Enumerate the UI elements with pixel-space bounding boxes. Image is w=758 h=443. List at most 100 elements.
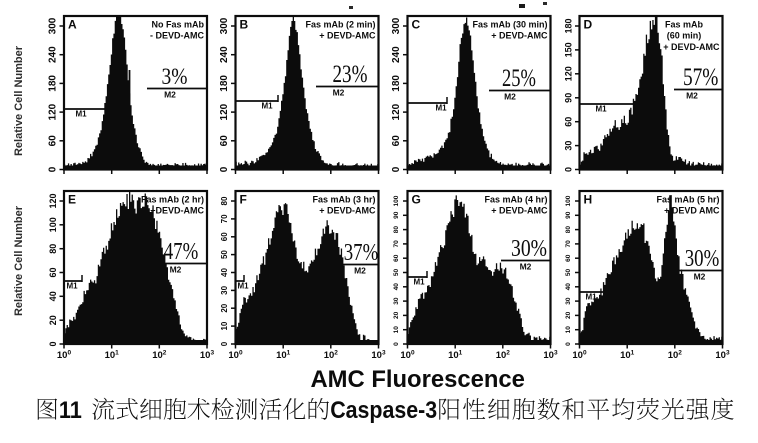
svg-text:M1: M1 — [75, 110, 87, 119]
svg-text:M1: M1 — [261, 102, 273, 111]
svg-text:Fas mAb (30 min): Fas mAb (30 min) — [472, 20, 547, 30]
svg-text:120: 120 — [48, 193, 58, 208]
svg-text:120: 120 — [391, 103, 402, 120]
svg-text:0: 0 — [219, 166, 230, 172]
svg-text:Fas mAb (2 hr): Fas mAb (2 hr) — [141, 195, 204, 205]
svg-text:+DEVD-AMC: +DEVD-AMC — [150, 206, 204, 216]
svg-text:100: 100 — [565, 195, 572, 206]
svg-text:11: 11 — [59, 397, 82, 424]
svg-text:70: 70 — [565, 240, 572, 248]
svg-text:70: 70 — [393, 240, 400, 248]
svg-text:20: 20 — [565, 311, 572, 319]
svg-text:50: 50 — [393, 269, 400, 277]
svg-text:H: H — [584, 193, 593, 207]
svg-text:+ DEVD-AMC: + DEVD-AMC — [491, 31, 548, 41]
svg-text:101: 101 — [620, 350, 635, 362]
svg-text:100: 100 — [572, 350, 587, 362]
svg-text:40: 40 — [48, 291, 58, 301]
svg-text:100: 100 — [393, 195, 400, 206]
svg-text:M2: M2 — [333, 88, 345, 98]
svg-text:60: 60 — [393, 254, 400, 262]
svg-text:240: 240 — [48, 46, 59, 63]
svg-text:180: 180 — [391, 75, 402, 92]
svg-text:(60 min): (60 min) — [667, 31, 702, 41]
svg-text:103: 103 — [715, 350, 730, 362]
svg-text:C: C — [412, 18, 421, 32]
svg-text:60: 60 — [48, 267, 58, 277]
svg-text:M1: M1 — [435, 104, 447, 113]
svg-text:Fas mAb (3 hr): Fas mAb (3 hr) — [312, 195, 375, 205]
svg-text:+ DEVD AMC: + DEVD AMC — [664, 206, 720, 216]
svg-text:102: 102 — [668, 350, 683, 362]
svg-text:60: 60 — [391, 135, 402, 147]
svg-text:80: 80 — [48, 244, 58, 254]
svg-text:60: 60 — [220, 232, 229, 241]
svg-text:0: 0 — [391, 166, 402, 172]
svg-text:M2: M2 — [170, 265, 182, 275]
svg-text:10: 10 — [220, 321, 229, 330]
svg-text:240: 240 — [391, 46, 402, 63]
svg-text:M1: M1 — [413, 278, 425, 287]
svg-text:180: 180 — [48, 75, 59, 92]
svg-text:F: F — [240, 193, 247, 207]
svg-text:30: 30 — [220, 285, 229, 294]
svg-text:101: 101 — [448, 350, 463, 362]
svg-text:40: 40 — [393, 283, 400, 291]
svg-text:Relative Cell Number: Relative Cell Number — [13, 205, 25, 316]
svg-text:+ DEVD-AMC: + DEVD-AMC — [319, 31, 376, 41]
svg-text:G: G — [412, 193, 421, 207]
svg-text:+ DEVD-AMC: + DEVD-AMC — [319, 206, 376, 216]
svg-text:50: 50 — [565, 269, 572, 277]
svg-text:M1: M1 — [595, 105, 607, 114]
svg-text:M1: M1 — [66, 282, 78, 291]
svg-text:37%: 37% — [344, 240, 379, 266]
svg-text:3%: 3% — [162, 64, 188, 89]
svg-text:M2: M2 — [520, 262, 532, 272]
svg-text:Fas mAb (2 min): Fas mAb (2 min) — [305, 20, 375, 30]
svg-text:0: 0 — [565, 342, 572, 346]
svg-text:Caspase-3: Caspase-3 — [330, 397, 437, 424]
svg-text:300: 300 — [391, 17, 402, 34]
svg-text:100: 100 — [400, 350, 415, 362]
svg-text:102: 102 — [496, 350, 511, 362]
svg-text:101: 101 — [105, 350, 120, 362]
svg-text:101: 101 — [276, 350, 291, 362]
svg-text:57%: 57% — [683, 64, 719, 91]
svg-text:0: 0 — [393, 342, 400, 346]
svg-text:20: 20 — [220, 303, 229, 312]
svg-text:120: 120 — [219, 103, 230, 120]
svg-text:103: 103 — [200, 350, 215, 362]
svg-text:120: 120 — [48, 103, 59, 120]
svg-text:120: 120 — [564, 66, 574, 81]
svg-text:Fas mAb (5 hr): Fas mAb (5 hr) — [656, 195, 719, 205]
svg-text:300: 300 — [219, 17, 230, 34]
svg-text:90: 90 — [564, 93, 574, 103]
svg-text:180: 180 — [219, 75, 230, 92]
svg-text:23%: 23% — [333, 61, 368, 88]
svg-text:Fas mAb (4 hr): Fas mAb (4 hr) — [484, 195, 547, 205]
svg-text:Fas mAb: Fas mAb — [665, 20, 704, 30]
svg-text:100: 100 — [48, 217, 58, 232]
svg-text:60: 60 — [219, 135, 230, 147]
svg-text:30: 30 — [564, 141, 574, 151]
svg-text:M2: M2 — [164, 90, 176, 100]
svg-text:80: 80 — [565, 226, 572, 234]
svg-text:M2: M2 — [694, 272, 706, 282]
svg-text:+ DEVD-AMC: + DEVD-AMC — [491, 206, 548, 216]
svg-text:B: B — [240, 18, 249, 32]
svg-text:20: 20 — [48, 315, 58, 325]
svg-text:- DEVD-AMC: - DEVD-AMC — [150, 31, 204, 41]
svg-text:M2: M2 — [354, 266, 366, 276]
svg-text:70: 70 — [220, 214, 229, 223]
svg-text:100: 100 — [228, 350, 243, 362]
svg-text:90: 90 — [393, 211, 400, 219]
svg-text:150: 150 — [564, 42, 574, 57]
svg-text:M1: M1 — [585, 293, 597, 302]
svg-text:10: 10 — [393, 326, 400, 334]
svg-text:E: E — [68, 193, 76, 207]
svg-text:40: 40 — [220, 268, 229, 277]
svg-text:47%: 47% — [164, 239, 199, 265]
svg-text:300: 300 — [48, 17, 59, 34]
svg-text:25%: 25% — [502, 65, 536, 92]
svg-text:0: 0 — [48, 341, 58, 346]
